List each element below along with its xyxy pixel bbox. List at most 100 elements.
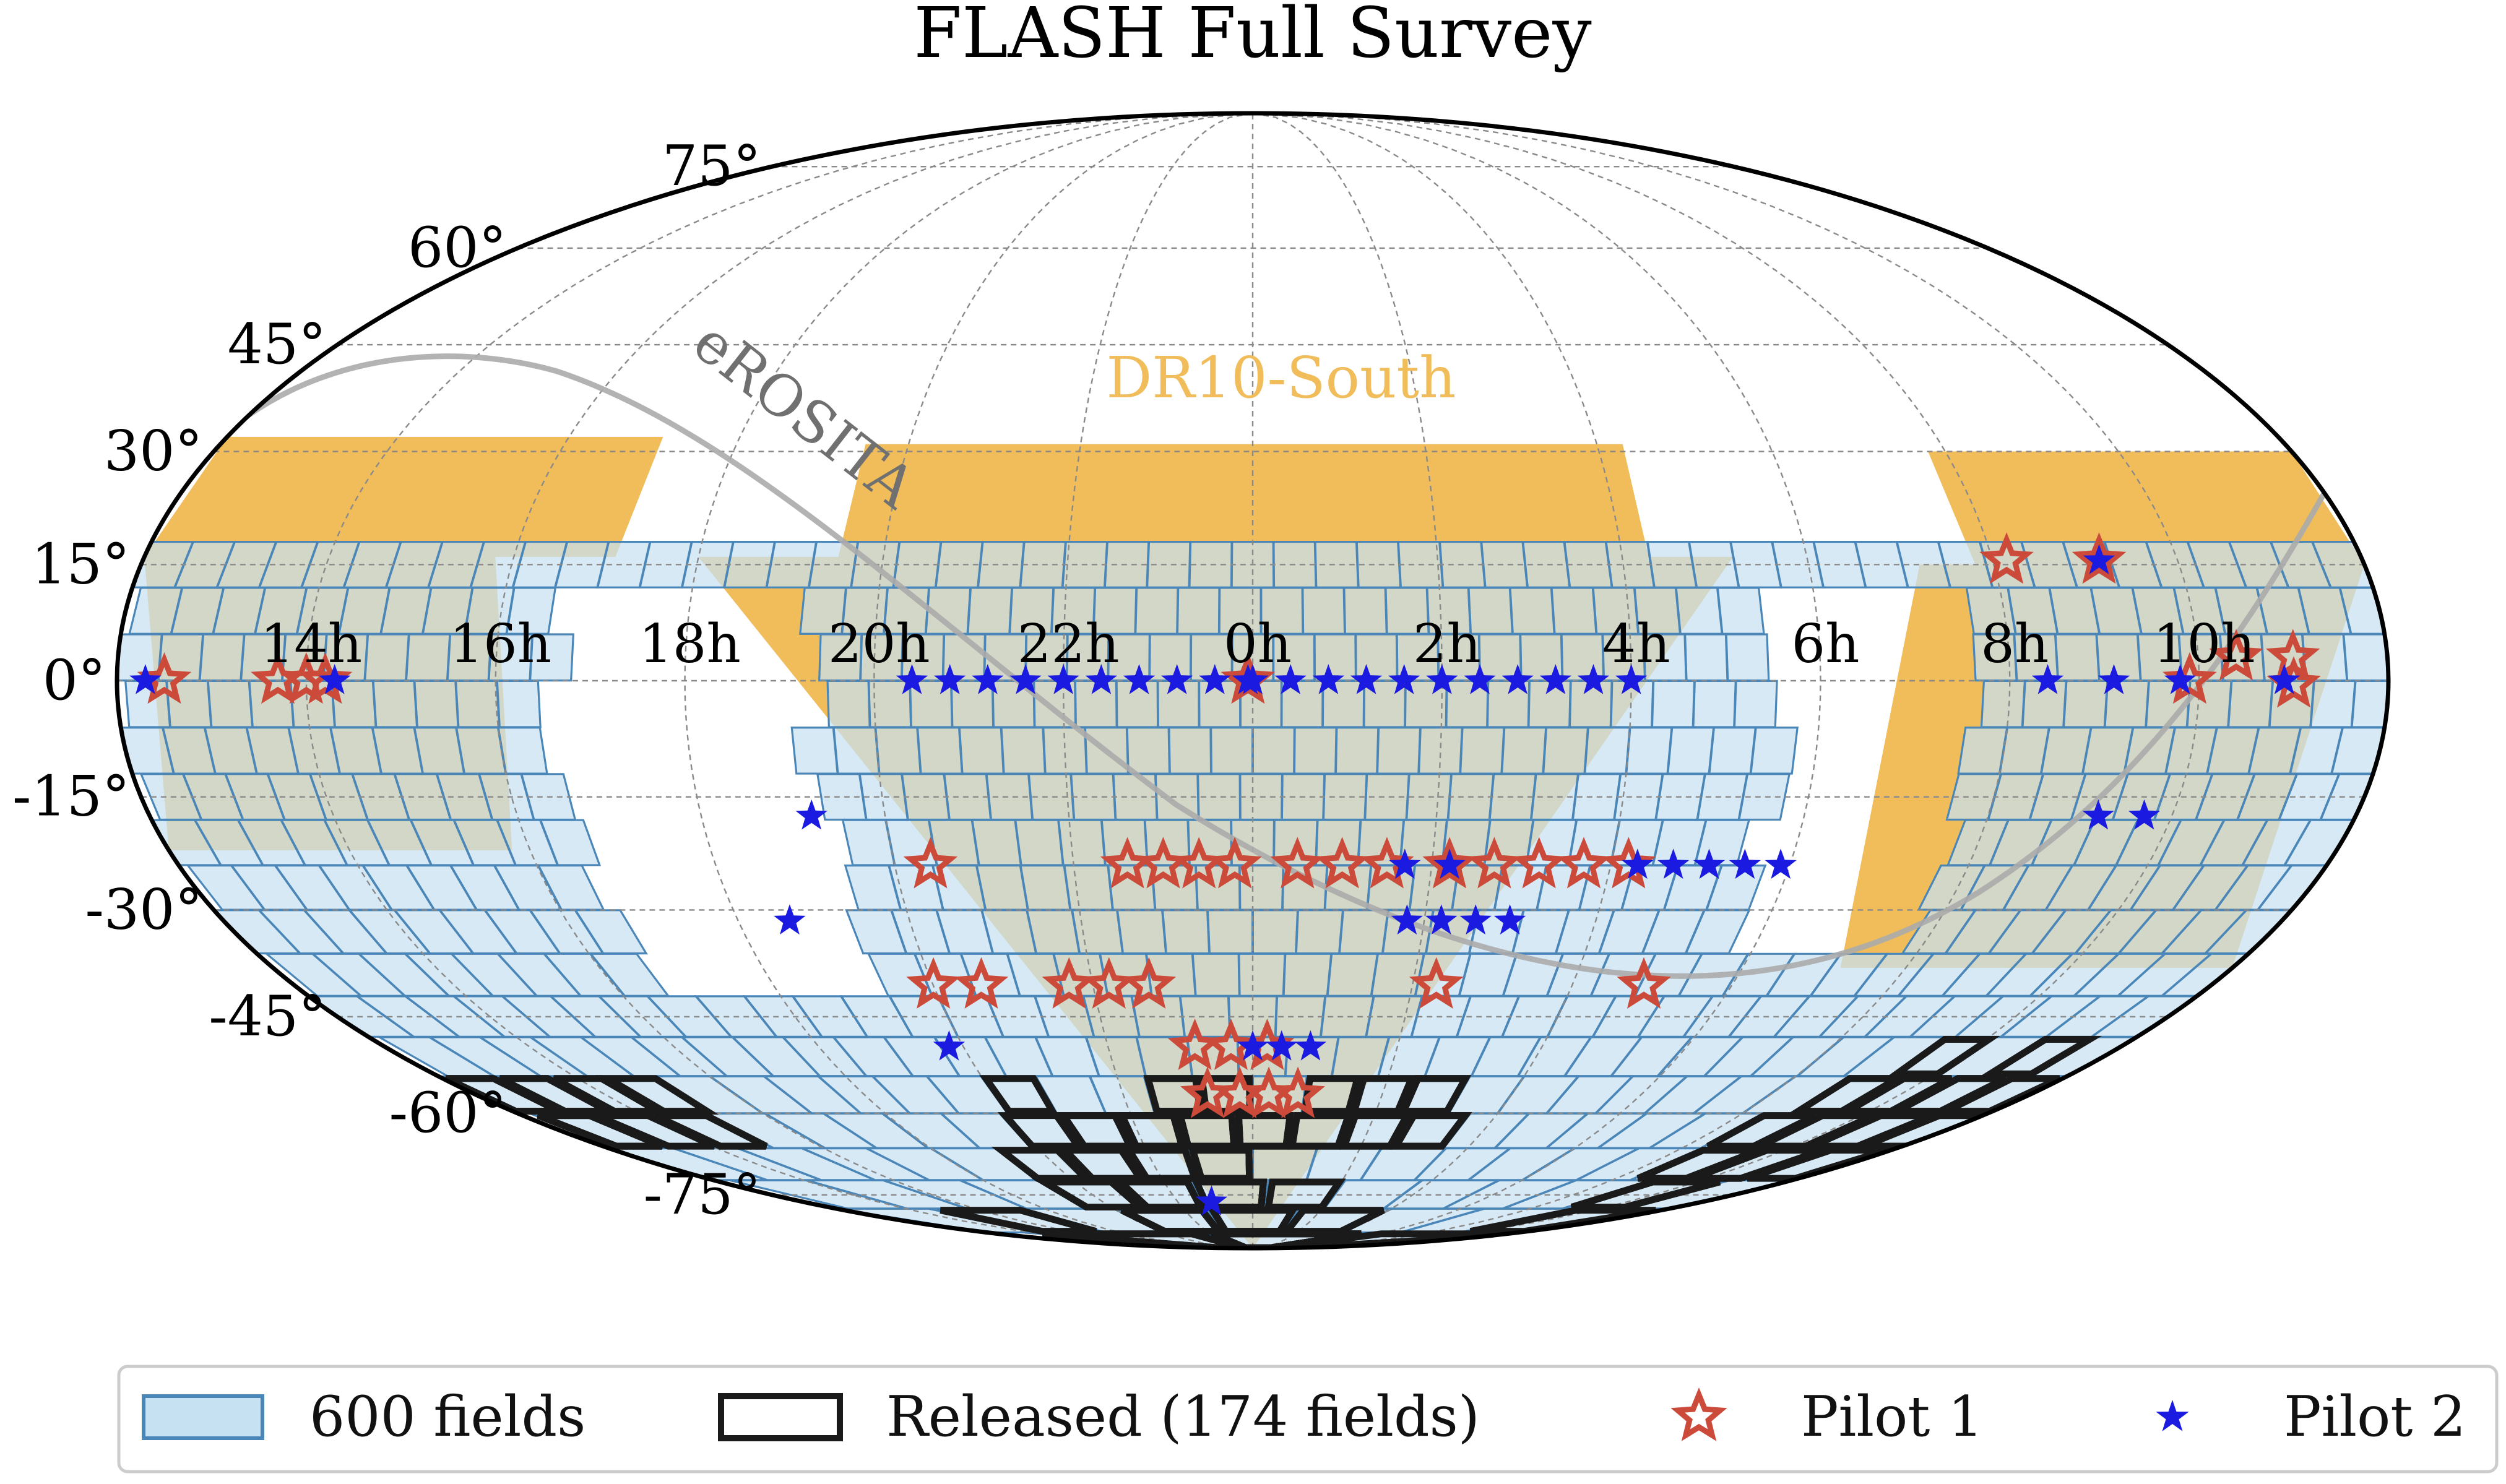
survey-field [2309,679,2357,728]
survey-field [1683,633,1729,682]
pilot-1-marker [906,957,961,1009]
lat-tick-label: 60° [408,215,507,280]
released-field [1834,1075,1953,1115]
ra-tick-label: 6h [1791,613,1859,675]
survey-field [372,679,418,728]
survey-field [1343,587,1388,635]
pilot-2-marker [795,799,827,830]
pilot-2-marker [1294,1030,1327,1061]
survey-field [1509,587,1556,635]
erosita-boundary-line [246,353,2373,979]
lat-tick-label: 45° [228,312,327,377]
survey-field [363,633,410,682]
pilot-1-marker [137,652,192,704]
legend-star-pilot-2 [2156,1400,2189,1431]
survey-field [2342,633,2388,682]
pilot-2-marker [1085,664,1117,694]
survey-field [790,727,839,775]
survey-field [1295,909,1344,955]
grid-meridian [1252,113,1632,1248]
ra-tick-label: 10h [2153,613,2255,675]
survey-field [1302,587,1346,635]
survey-field [1716,587,1765,635]
released-field [595,1075,719,1115]
survey-field [454,679,501,728]
pilot-1-marker [1601,837,1656,889]
survey-field [199,633,246,682]
ra-tick-label: 18h [639,613,741,675]
survey-field [2186,679,2232,728]
survey-field [405,633,451,682]
released-field [1117,1112,1187,1150]
pilot-2-marker [1426,664,1458,694]
pilot-2-marker [1312,664,1344,694]
pilot-2-marker [1391,904,1423,935]
survey-field [1057,819,1107,866]
lat-tick-label: 15° [31,532,130,597]
survey-field [2062,679,2109,728]
pilot-2-marker [2083,544,2115,574]
pilot-2-marker [2031,664,2064,694]
pilot-1-marker [1422,837,1477,889]
survey-field [1206,909,1254,955]
survey-field [1116,909,1167,955]
pilot-2-marker [1274,664,1307,694]
released-field [1758,1112,1875,1150]
ra-tick-label: 0h [1224,613,1292,675]
released-field [1122,1147,1200,1182]
survey-field [413,727,465,775]
pilot-2-marker [1433,848,1466,879]
legend-label-pilot-2: Pilot 2 [2284,1384,2466,1449]
survey-field [1376,727,1422,775]
legend-frame [117,1365,2499,1473]
pilot-1-marker [954,957,1009,1009]
survey-field [1667,727,1715,775]
legend-marker-pilot-1 [1670,1387,1727,1441]
pilot-2-marker [1501,664,1534,694]
survey-field [1560,633,1605,682]
survey-field [1737,773,1791,821]
survey-field [497,727,548,775]
released-field [1692,1147,1825,1182]
pilot-2-marker [934,664,966,694]
pilot-2-marker [933,1030,966,1061]
survey-field [975,865,1029,911]
pilot-2-marker [896,664,928,694]
released-field [1056,1112,1136,1150]
pilot-2-marker [1237,1030,1269,1061]
pilot-1-marker [251,652,305,704]
survey-field [1354,633,1398,682]
pilot-2-marker [1693,848,1726,879]
survey-field [958,727,1005,775]
pilot-2-marker [1009,664,1042,694]
pilot-2-marker [1493,904,1526,935]
lat-tick-label: 75° [662,134,761,199]
survey-field [1126,727,1171,775]
chart-title: FLASH Full Survey [914,0,1591,74]
pilot-2-marker [1199,664,1231,694]
released-field [1339,1112,1413,1150]
lat-tick-label: 30° [104,419,203,484]
ra-tick-label: 8h [1981,613,2049,675]
legend-marker-pilot-2 [2156,1400,2189,1431]
survey-field [539,819,602,866]
pilot-2-marker [1464,664,1496,694]
survey-field [1725,633,1770,682]
pilot-1-marker [1979,532,2034,584]
grid-meridian [684,113,1253,1248]
released-field [991,1147,1094,1182]
pilot-2-marker [1237,664,1269,694]
released-field [1886,1036,2000,1077]
legend: 600 fields Released (174 fields) Pilot 1… [117,1365,2499,1473]
pilot-2-marker [1765,848,1797,879]
survey-field [826,679,871,728]
survey-field [1625,727,1673,775]
released-field [1398,1075,1472,1115]
survey-field [2095,633,2142,682]
pilot-2-marker [2082,799,2114,830]
survey-field [1251,727,1296,775]
survey-field [1195,865,1241,911]
dr10-patch-northwest [144,436,663,557]
pilot-2-marker [1350,664,1383,694]
survey-field [1583,727,1631,775]
